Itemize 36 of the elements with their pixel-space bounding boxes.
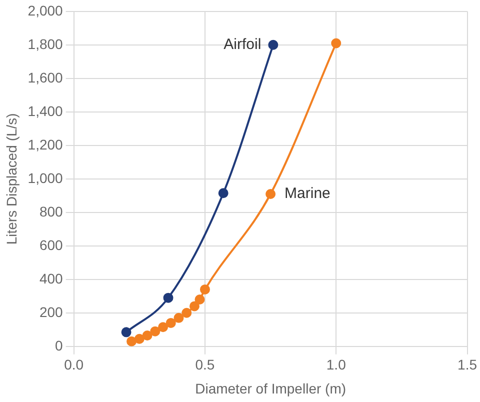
point (266, 188, 276, 199)
y-tick-label: 2,000 (28, 2, 64, 18)
x-tick-label: 0.0 (64, 356, 84, 373)
point (142, 330, 152, 341)
y-tick-label: 1,400 (28, 102, 64, 119)
point (121, 327, 132, 338)
point (189, 301, 200, 312)
y-axis-title: Liters Displaced (L/s) (3, 113, 20, 245)
series-label: Marine (284, 185, 330, 202)
y-tick-label: 1,000 (28, 170, 64, 186)
point (126, 336, 137, 346)
point (268, 40, 278, 50)
point (182, 308, 192, 318)
x-tick-label: 1.5 (458, 356, 478, 373)
x-tick-label: 0.5 (195, 356, 215, 373)
y-tick-label: 1,800 (28, 36, 64, 52)
y-tick-label: 600 (39, 236, 64, 253)
point (150, 326, 160, 336)
x-tick-label: 1.0 (326, 356, 346, 373)
point (200, 284, 210, 294)
y-tick-label: 1,200 (28, 136, 64, 152)
point (158, 322, 168, 332)
y-tick-label: 0 (55, 337, 64, 354)
point (218, 188, 228, 198)
point (194, 294, 205, 304)
x-axis-title: Diameter of Impeller (m) (195, 380, 346, 396)
y-tick-label: 1,600 (28, 69, 64, 86)
point (174, 312, 184, 323)
point (166, 318, 176, 328)
y-tick-label: 800 (39, 203, 64, 220)
point (331, 38, 342, 48)
point (163, 292, 174, 303)
y-tick-label: 400 (39, 270, 64, 286)
y-tick-label: 200 (39, 304, 64, 320)
point (134, 334, 144, 344)
series-label: Airfoil (224, 36, 262, 54)
